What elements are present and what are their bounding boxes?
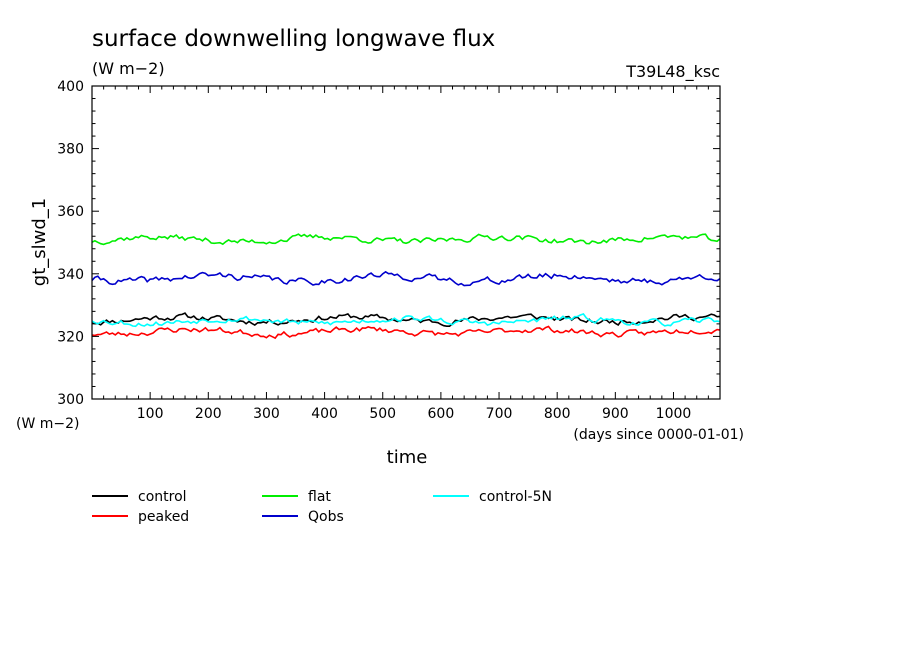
legend-label: control (138, 489, 187, 505)
x-tick-label: 900 (602, 406, 629, 422)
legend-label: Qobs (308, 509, 344, 525)
chart-title: surface downwelling longwave flux (92, 26, 495, 52)
axis-tick-labels: 100 200 300 400 500 600 700 800 900 1000 300 320 340… (57, 79, 691, 422)
x-tick-label: 600 (428, 406, 455, 422)
x-axis-units: (days since 0000-01-01) (573, 427, 744, 443)
legend-label: flat (308, 489, 331, 505)
x-tick-label: 200 (195, 406, 222, 422)
x-tick-label: 700 (486, 406, 513, 422)
y-tick-label: 400 (57, 79, 84, 95)
y-tick-label: 320 (57, 329, 84, 345)
series-group (91, 233, 721, 340)
legend-label: peaked (138, 509, 189, 525)
y-tick-label: 300 (57, 392, 84, 408)
x-tick-label: 300 (253, 406, 280, 422)
plot-area: 100 200 300 400 500 600 700 800 900 1000 300 320 340… (57, 79, 721, 422)
y-tick-label: 360 (57, 204, 84, 220)
y-tick-label: 380 (57, 142, 84, 158)
chart-units: (W m−2) (92, 59, 165, 78)
x-tick-label: 500 (369, 406, 396, 422)
x-tick-label: 800 (544, 406, 571, 422)
series-line-flat (91, 233, 721, 246)
x-tick-label: 400 (311, 406, 338, 422)
y-tick-label: 340 (57, 267, 84, 283)
series-line-peaked (91, 325, 721, 340)
series-line-qobs (91, 270, 721, 287)
series-line-control (91, 312, 721, 328)
x-axis-label: time (387, 447, 428, 468)
x-tick-label: 100 (137, 406, 164, 422)
legend: control peaked flat Qobs control-5N (92, 489, 552, 525)
axis-ticks (92, 86, 720, 399)
x-tick-label: 1000 (656, 406, 692, 422)
run-label: T39L48_ksc (625, 62, 720, 82)
y-axis-label: gt_slwd_1 (29, 198, 50, 286)
series-line-control-5n (91, 313, 721, 328)
legend-label: control-5N (479, 489, 552, 505)
y-axis-units: (W m−2) (16, 416, 80, 432)
